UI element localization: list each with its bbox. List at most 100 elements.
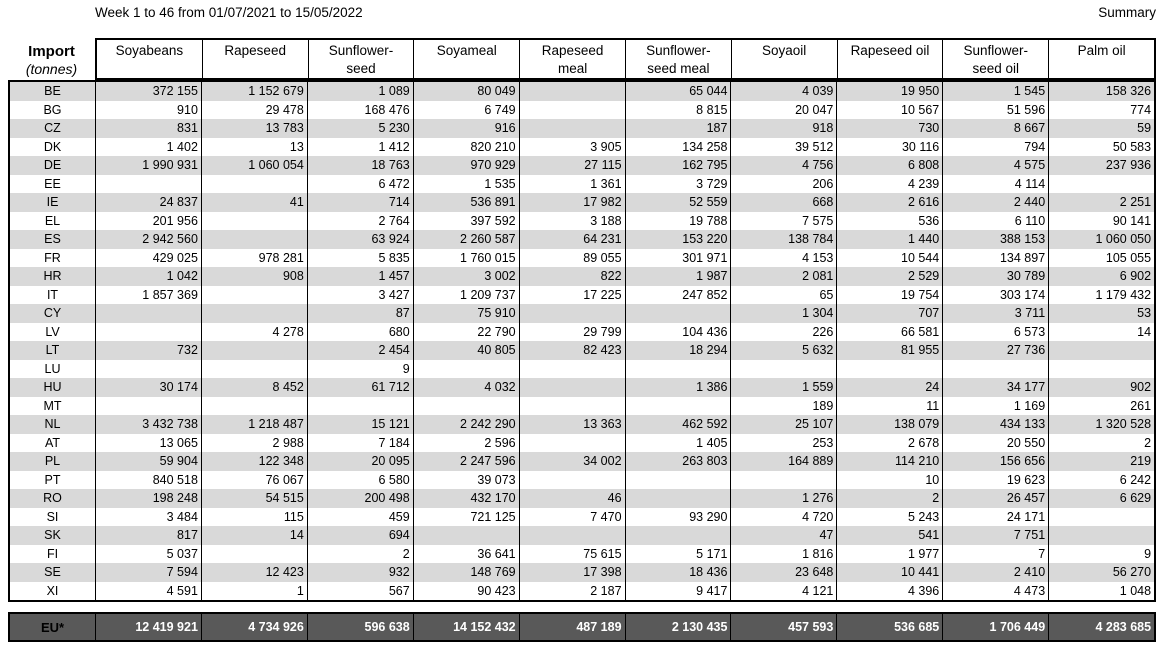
value-cell: 916: [412, 119, 519, 138]
value-cell: 4 032: [412, 378, 519, 397]
eu-total-cell: 596 638: [306, 614, 413, 640]
value-cell: 7 751: [942, 526, 1048, 545]
value-cell: 372 155: [95, 82, 201, 101]
table-row: PT 840 518 76 067 6 580 39 073 10 19 623 6 242: [10, 470, 1154, 489]
value-cell: 189: [730, 396, 836, 415]
value-cell: 168 476: [306, 100, 413, 119]
value-cell: 24: [836, 378, 942, 397]
value-cell: [200, 304, 307, 323]
value-cell: 134 258: [624, 137, 731, 156]
value-cell: 237 936: [1048, 156, 1154, 175]
table-body: BE 372 155 1 152 679 1 089 80 049 65 044 4 039…: [8, 80, 1156, 602]
country-code: EL: [44, 213, 61, 228]
value-cell: 794: [942, 137, 1048, 156]
value-cell: 201 956: [95, 211, 201, 230]
value-cell: 14: [200, 526, 307, 545]
value-cell: 30 116: [836, 137, 942, 156]
value-cell: 24 171: [942, 507, 1048, 526]
summary-label: Summary: [1098, 5, 1156, 20]
value-cell: [95, 304, 201, 323]
table-row: SK 817 14 694 47 541 7 751: [10, 526, 1154, 545]
value-cell: 3 432 738: [95, 415, 201, 434]
value-cell: 17 225: [518, 285, 625, 304]
column-header: Soyaoil: [730, 40, 837, 78]
value-cell: 4 114: [942, 174, 1048, 193]
value-cell: 388 153: [942, 230, 1048, 249]
column-header: Rapeseed meal: [519, 40, 625, 78]
column-header: Palm oil: [1048, 40, 1154, 78]
value-cell: 2: [306, 544, 413, 563]
table-row: SI 3 484 115 459 721 125 7 470 93 290 4 720 5 24…: [10, 507, 1154, 526]
value-cell: 19 623: [942, 470, 1048, 489]
value-cell: 22 790: [412, 322, 519, 341]
value-cell: [200, 285, 307, 304]
column-header: Soyameal: [413, 40, 519, 78]
eu-total-cell: 2 130 435: [624, 614, 731, 640]
value-cell: 253: [730, 433, 836, 452]
eu-total-cell: 457 593: [730, 614, 836, 640]
value-cell: 8 815: [624, 100, 731, 119]
column-header: Sunflower- seed oil: [942, 40, 1048, 78]
value-cell: 7 470: [518, 507, 625, 526]
country-code: AT: [44, 435, 61, 450]
value-cell: 4 756: [730, 156, 836, 175]
value-cell: [518, 304, 625, 323]
value-cell: 1 977: [836, 544, 942, 563]
value-cell: 40 805: [412, 341, 519, 360]
value-cell: 13 783: [200, 119, 307, 138]
country-code: SE: [44, 565, 61, 580]
page-title: Week 1 to 46 from 01/07/2021 to 15/05/20…: [95, 5, 363, 20]
eu-total-cell: 14 152 432: [412, 614, 519, 640]
country-code: ES: [44, 232, 61, 247]
value-cell: 66 581: [836, 322, 942, 341]
value-cell: 18 436: [624, 563, 731, 582]
value-cell: 1 457: [306, 267, 413, 286]
country-code: DE: [43, 158, 62, 173]
value-cell: [412, 396, 519, 415]
country-code: CZ: [44, 121, 61, 136]
value-cell: 13 363: [518, 415, 625, 434]
value-cell: 75 910: [412, 304, 519, 323]
value-cell: 76 067: [200, 470, 307, 489]
value-cell: 840 518: [95, 470, 201, 489]
value-cell: 1 152 679: [200, 82, 307, 101]
value-cell: 18 294: [624, 341, 731, 360]
column-header: Soyabeans: [115, 43, 184, 58]
value-cell: 2 081: [730, 267, 836, 286]
value-cell: 3 711: [942, 304, 1048, 323]
value-cell: 978 281: [200, 248, 307, 267]
value-cell: 34 002: [518, 452, 625, 471]
value-cell: 397 592: [412, 211, 519, 230]
value-cell: 820 210: [412, 137, 519, 156]
value-cell: 59 904: [95, 452, 201, 471]
table-row: FI 5 037 2 36 641 75 615 5 171 1 816 1 977 7 9: [10, 544, 1154, 563]
value-cell: 680: [306, 322, 413, 341]
table-row: HU 30 174 8 452 61 712 4 032 1 386 1 559 24 34 1…: [10, 378, 1154, 397]
value-cell: 1 276: [730, 489, 836, 508]
table-row: BG 910 29 478 168 476 6 749 8 815 20 047 10 567…: [10, 100, 1154, 119]
value-cell: [200, 544, 307, 563]
value-cell: 89 055: [518, 248, 625, 267]
eu-total-cell: 1 706 449: [942, 614, 1048, 640]
value-cell: 13: [200, 137, 307, 156]
country-code: IT: [46, 287, 59, 302]
value-cell: 3 905: [518, 137, 625, 156]
value-cell: 8 452: [200, 378, 307, 397]
eu-total-row: EU* 12 419 921 4 734 926 596 638 14 152 432…: [8, 612, 1156, 642]
value-cell: [1048, 507, 1154, 526]
value-cell: 25 107: [730, 415, 836, 434]
value-cell: 429 025: [95, 248, 201, 267]
value-cell: [624, 304, 731, 323]
value-cell: 82 423: [518, 341, 625, 360]
value-cell: 1 402: [95, 137, 201, 156]
value-cell: 1: [200, 581, 307, 600]
value-cell: 5 230: [306, 119, 413, 138]
value-cell: 3 484: [95, 507, 201, 526]
country-code: IE: [46, 195, 59, 210]
value-cell: 1 320 528: [1048, 415, 1154, 434]
value-cell: 29 478: [200, 100, 307, 119]
value-cell: 65: [730, 285, 836, 304]
table-row: LU 9: [10, 359, 1154, 378]
value-cell: [95, 322, 201, 341]
value-cell: 50 583: [1048, 137, 1154, 156]
